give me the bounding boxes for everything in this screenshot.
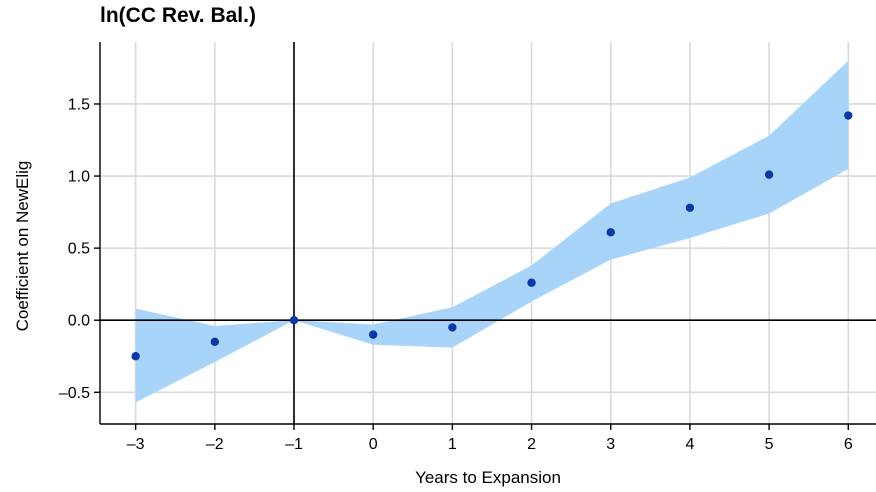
x-tick-label: 2	[527, 436, 536, 453]
axis-labels-layer: Years to Expansion Coefficient on NewEli…	[13, 161, 561, 487]
data-point	[210, 337, 220, 347]
x-tick-label: 0	[369, 436, 378, 453]
data-point	[685, 203, 695, 212]
data-point	[527, 278, 536, 287]
data-point	[368, 330, 378, 339]
data-points-layer	[131, 111, 853, 361]
y-tick-label: 0.0	[68, 313, 90, 330]
confidence-band-layer	[135, 60, 849, 403]
data-point	[289, 316, 299, 325]
y-axis-label: Coefficient on NewElig	[13, 161, 32, 332]
axes-layer: –3 –2 –1 0 1 2 3 4 5 6 –0.5 0.0 0.5 1.0 1.5	[59, 42, 876, 453]
x-tick-label: 5	[765, 436, 774, 453]
y-tick-label: 0.5	[68, 241, 90, 258]
x-tick-label: 6	[844, 436, 853, 453]
x-tick-label: –1	[285, 436, 303, 453]
reference-lines-layer	[100, 42, 876, 424]
confidence-band	[135, 60, 849, 403]
data-point	[448, 323, 457, 332]
x-tick-label: 1	[448, 436, 457, 453]
data-point	[764, 170, 774, 179]
grid-layer	[100, 42, 876, 424]
x-tick-label: 3	[606, 436, 615, 453]
y-tick-label: 1.5	[68, 96, 90, 113]
x-tick-label: –3	[127, 436, 145, 453]
x-axis-label: Years to Expansion	[415, 468, 561, 487]
data-point	[606, 228, 615, 237]
y-tick-label: –0.5	[59, 385, 90, 402]
y-tick-label: 1.0	[68, 169, 90, 186]
data-point	[131, 352, 140, 361]
x-tick-label: –2	[206, 436, 224, 453]
data-point	[844, 111, 853, 120]
x-tick-label: 4	[685, 436, 694, 453]
chart-title: ln(CC Rev. Bal.)	[100, 4, 256, 27]
